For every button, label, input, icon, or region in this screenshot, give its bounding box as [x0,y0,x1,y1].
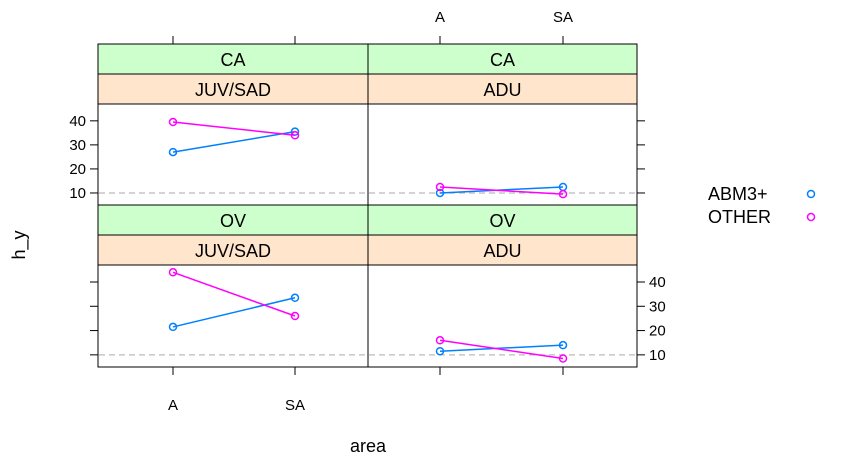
y-tick-label-left-30: 30 [69,137,86,154]
y-tick-label-left-20: 20 [69,161,86,178]
panel-3-series-abm3-line [172,297,296,328]
axes-layer: 10 20 30 40 10 20 30 40 A A SA SA [69,9,665,414]
panel-1-series-other-point-a [168,117,178,127]
panel-4-series-other-point-a [435,336,445,345]
panel-2-series-other-point-a [435,182,445,192]
panel-1-series-abm3-line [172,130,296,153]
y-tick-label-right-10: 10 [649,347,666,364]
panel-2-strip-top-label: CA [490,50,515,70]
panel-1-box [97,103,369,206]
panel-1-series-other-line [172,121,296,137]
y-tick-label-right-40: 40 [649,274,666,291]
panel-3-series-other-line [172,271,296,317]
panel-2-series-abm3-point-a [435,188,445,198]
y-tick-label-right-20: 20 [649,323,666,340]
panels-layer: CA JUV/SAD CA ADU OV JUV/SAD OV ADU [97,43,638,368]
panel-3-series-other-point-sa [290,311,300,321]
panel-4-strip-bottom-label: ADU [483,241,521,261]
panel-4-series-abm3-point-a [435,346,445,356]
panel-4-series-abm3-line [439,344,564,352]
panel-1-series-other-point-sa [290,131,300,140]
panel-2-series-other-point-sa [558,189,568,199]
panel-1-strip-bottom [97,73,369,105]
y-tick-label-left-10: 10 [69,185,86,202]
legend-marker-abm3 [806,189,816,199]
panel-3-series-other-point-a [168,268,178,277]
legend: ABM3+ OTHER [708,184,816,227]
panel-2-series-other-line [439,186,564,195]
panel-1-series-abm3-point-a [168,147,178,157]
x-tick-label-top-a: A [435,9,445,26]
y-tick-label-right-30: 30 [649,298,666,315]
x-tick-label-bottom-sa: SA [285,397,305,414]
panel-2-strip-bottom [367,73,638,105]
y-tick-label-left-40: 40 [69,113,86,130]
x-axis-title: area [350,436,387,456]
legend-label-other: OTHER [708,207,771,227]
panel-3-series-abm3-point-sa [290,293,300,303]
panel-4-strip-bottom [367,234,638,266]
panel-4-strip-top-label: OV [489,211,515,231]
legend-label-abm3: ABM3+ [708,184,768,204]
panel-3-series-abm3-point-a [168,322,178,332]
legend-marker-other [806,212,816,222]
panel-1-strip-top [97,43,369,75]
panel-4-series-other-point-sa [558,354,568,363]
panel-3-strip-top [97,204,369,236]
panel-3-strip-top-label: OV [220,211,246,231]
panel-2-strip-bottom-label: ADU [483,80,521,100]
panel-2-strip-top [367,43,638,75]
panel-1-strip-top-label: CA [220,50,245,70]
panel-2-box [367,103,638,206]
panel-3-strip-bottom-label: JUV/SAD [195,241,271,261]
panel-3-box [97,264,369,368]
panel-1-strip-bottom-label: JUV/SAD [195,80,271,100]
x-tick-label-bottom-a: A [168,397,178,414]
panel-4-strip-top [367,204,638,236]
panel-4-series-abm3-point-sa [558,340,568,350]
panel-4-series-other-line [439,339,564,360]
x-tick-label-top-sa: SA [553,9,573,26]
y-axis-title: h_y [9,230,30,259]
panel-4-box [367,264,638,368]
